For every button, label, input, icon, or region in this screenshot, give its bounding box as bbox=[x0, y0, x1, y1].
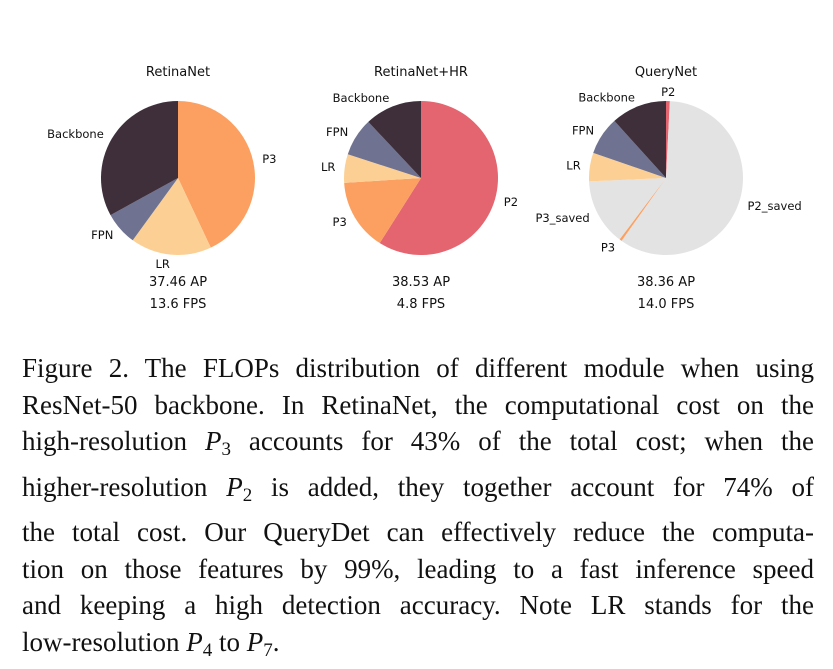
slice-label: P3 bbox=[262, 152, 276, 166]
ap-metric: 38.53 AP bbox=[392, 275, 450, 290]
caption-line: higher-resolution P2 is added, they toge… bbox=[22, 469, 814, 515]
caption-text: is added, they together account for 74% … bbox=[252, 472, 814, 502]
slice-label: FPN bbox=[326, 125, 348, 139]
ap-metric: 37.46 AP bbox=[149, 275, 207, 290]
math-subscript: 7 bbox=[263, 640, 273, 661]
caption-line: and keeping a high detection accuracy. N… bbox=[22, 587, 814, 624]
caption-text: higher-resolution bbox=[22, 472, 226, 502]
slice-label: FPN bbox=[91, 228, 113, 242]
caption-text: low-resolution bbox=[22, 627, 186, 657]
pie-chart-querynet: P2 P2_saved P3 P3_saved LR FPN BackboneQueryNe… bbox=[535, 65, 801, 312]
math-symbol: P bbox=[247, 627, 264, 657]
caption-line: ResNet-50 backbone. In RetinaNet, the co… bbox=[22, 387, 814, 424]
slice-label: FPN bbox=[572, 123, 594, 137]
slice-label: P2 bbox=[504, 195, 518, 209]
math-subscript: 3 bbox=[221, 439, 231, 460]
caption-line: the total cost. Our QueryDet can effecti… bbox=[22, 514, 814, 551]
math-subscript: 4 bbox=[203, 640, 213, 661]
slice-label: P3 bbox=[333, 215, 347, 229]
fps-metric: 13.6 FPS bbox=[150, 297, 207, 312]
caption-text: high-resolution bbox=[22, 426, 205, 456]
caption-line: low-resolution P4 to P7. bbox=[22, 624, 814, 669]
pie-chart-retinanet-hr: P2 P3 LR FPN Backbone RetinaNet+HR 38.53 AP 4.8… bbox=[321, 65, 518, 312]
slice-label: P3_saved bbox=[535, 211, 589, 225]
slice-label: Backbone bbox=[578, 91, 635, 105]
slice-label: LR bbox=[566, 159, 580, 173]
chart-title: RetinaNet bbox=[146, 65, 210, 80]
slice-label: LR bbox=[155, 257, 169, 271]
pie-charts: P3 LR FPN Backbone RetinaNet 37.46 AP 13.6 FPS… bbox=[0, 0, 833, 340]
caption-text: to bbox=[212, 627, 247, 657]
fps-metric: 14.0 FPS bbox=[638, 297, 695, 312]
fps-metric: 4.8 FPS bbox=[397, 297, 445, 312]
pie-chart-retinanet: P3 LR FPN Backbone RetinaNet 37.46 AP 13.6 FPS bbox=[47, 65, 276, 312]
math-symbol: P bbox=[226, 472, 243, 502]
figure-caption: Figure 2. The FLOPs distribution of diff… bbox=[22, 350, 814, 669]
slice-label: LR bbox=[321, 160, 335, 174]
slice-label: Backbone bbox=[333, 91, 390, 105]
math-symbol: P bbox=[205, 426, 222, 456]
caption-line: tion on those features by 99%, leading t… bbox=[22, 551, 814, 588]
slice-label: P2 bbox=[661, 85, 675, 99]
slice-label: Backbone bbox=[47, 127, 104, 141]
math-symbol: P bbox=[186, 627, 203, 657]
slice-label: P2_saved bbox=[748, 199, 802, 213]
caption-text: . bbox=[273, 627, 280, 657]
ap-metric: 38.36 AP bbox=[637, 275, 695, 290]
chart-title: QueryNet bbox=[635, 65, 697, 80]
chart-title: RetinaNet+HR bbox=[374, 65, 468, 80]
slice-label: P3 bbox=[601, 241, 615, 255]
math-subscript: 2 bbox=[243, 485, 253, 506]
caption-line: Figure 2. The FLOPs distribution of diff… bbox=[22, 350, 814, 387]
caption-text: accounts for 43% of the total cost; when… bbox=[231, 426, 814, 456]
caption-line: high-resolution P3 accounts for 43% of t… bbox=[22, 423, 814, 469]
